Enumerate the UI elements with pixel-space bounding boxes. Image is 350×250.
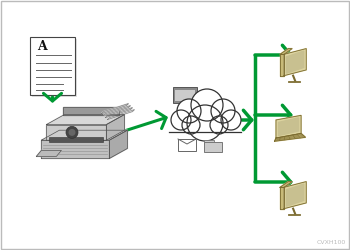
Polygon shape [107,110,134,120]
FancyBboxPatch shape [183,102,187,105]
FancyBboxPatch shape [204,140,214,144]
Text: A: A [37,40,47,54]
Circle shape [171,110,191,130]
Circle shape [211,99,235,123]
Polygon shape [284,182,306,209]
Polygon shape [284,48,306,76]
Polygon shape [286,51,304,73]
Circle shape [177,99,201,123]
Polygon shape [280,182,292,187]
Polygon shape [280,187,284,209]
Polygon shape [280,54,284,76]
FancyBboxPatch shape [49,137,103,142]
Polygon shape [103,106,131,116]
FancyBboxPatch shape [288,80,300,82]
Polygon shape [36,150,61,156]
Polygon shape [280,48,292,54]
Circle shape [182,116,200,134]
Polygon shape [274,134,306,141]
FancyBboxPatch shape [173,87,197,103]
Circle shape [187,105,223,141]
Polygon shape [105,108,132,118]
FancyBboxPatch shape [178,104,192,107]
Circle shape [184,100,186,103]
Polygon shape [47,114,124,124]
FancyBboxPatch shape [30,37,75,95]
Circle shape [191,89,223,121]
Polygon shape [106,114,124,140]
Polygon shape [47,124,106,140]
Polygon shape [102,104,128,114]
FancyBboxPatch shape [288,214,300,215]
Polygon shape [41,130,127,140]
Polygon shape [41,140,110,158]
Circle shape [221,110,241,130]
FancyBboxPatch shape [204,142,222,152]
Text: CVXH100: CVXH100 [317,240,346,245]
Polygon shape [63,107,119,114]
Polygon shape [286,184,304,206]
FancyBboxPatch shape [178,139,196,151]
Circle shape [66,126,78,138]
Polygon shape [276,115,301,138]
Circle shape [69,129,76,136]
FancyBboxPatch shape [169,118,241,132]
Polygon shape [110,130,127,158]
FancyBboxPatch shape [175,90,195,101]
Circle shape [210,116,228,134]
FancyBboxPatch shape [32,39,77,97]
Polygon shape [279,118,299,136]
